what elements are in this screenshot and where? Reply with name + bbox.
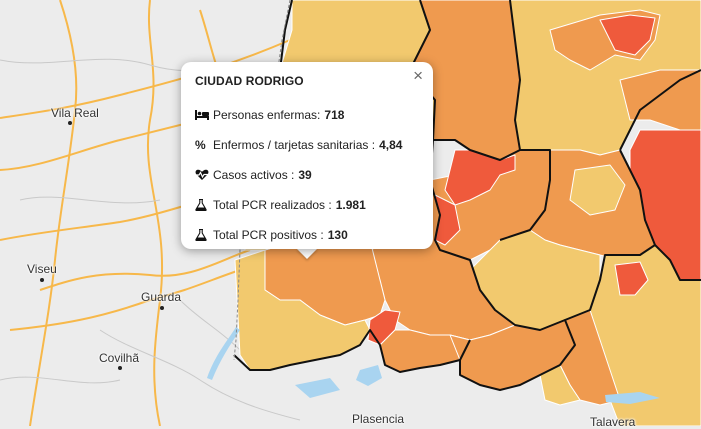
city-label-plasencia: Plasencia bbox=[352, 412, 405, 426]
popup-value: 130 bbox=[327, 228, 348, 242]
flask-icon bbox=[195, 229, 211, 241]
vila-real-dot bbox=[68, 121, 72, 125]
guarda-dot bbox=[160, 306, 164, 310]
close-icon[interactable]: × bbox=[413, 66, 423, 85]
province-borders bbox=[233, 0, 701, 391]
popup-value: 4,84 bbox=[379, 138, 403, 152]
city-label-guarda: Guarda bbox=[141, 290, 182, 304]
popup-label: Enfermos / tarjetas sanitarias : bbox=[213, 138, 376, 152]
city-label-viseu: Viseu bbox=[27, 262, 57, 276]
popup-label: Personas enfermas: bbox=[213, 108, 321, 122]
bed-icon bbox=[195, 110, 211, 120]
popup-row-personas-enfermas: Personas enfermas: 718 bbox=[195, 100, 419, 130]
popup-value: 39 bbox=[298, 168, 312, 182]
popup-row-casos-activos: Casos activos : 39 bbox=[195, 160, 419, 190]
popup-label: Total PCR positivos : bbox=[213, 228, 324, 242]
popup-label: Total PCR realizados : bbox=[213, 198, 332, 212]
popup-label: Casos activos : bbox=[213, 168, 295, 182]
popup-row-enfermos-tarjetas: % Enfermos / tarjetas sanitarias : 4,84 bbox=[195, 130, 419, 160]
percent-icon: % bbox=[195, 138, 206, 152]
city-label-covilha: Covilhã bbox=[99, 351, 140, 365]
popup-title: CIUDAD RODRIGO bbox=[195, 74, 304, 88]
covilha-dot bbox=[118, 366, 122, 370]
viseu-dot bbox=[40, 278, 44, 282]
city-label-talavera: Talavera bbox=[590, 415, 636, 429]
roads-layer bbox=[0, 0, 291, 426]
water-layer bbox=[207, 327, 660, 404]
info-popup: × CIUDAD RODRIGO Personas enfermas: 718 … bbox=[181, 62, 433, 249]
popup-value: 1.981 bbox=[335, 198, 366, 212]
popup-value: 718 bbox=[324, 108, 345, 122]
popup-tip bbox=[296, 248, 318, 259]
popup-row-pcr-realizados: Total PCR realizados : 1.981 bbox=[195, 190, 419, 220]
popup-row-pcr-positivos: Total PCR positivos : 130 bbox=[195, 220, 419, 250]
flask-icon bbox=[195, 199, 211, 211]
city-label-vila-real: Vila Real bbox=[51, 106, 99, 120]
heartbeat-icon bbox=[195, 169, 211, 181]
